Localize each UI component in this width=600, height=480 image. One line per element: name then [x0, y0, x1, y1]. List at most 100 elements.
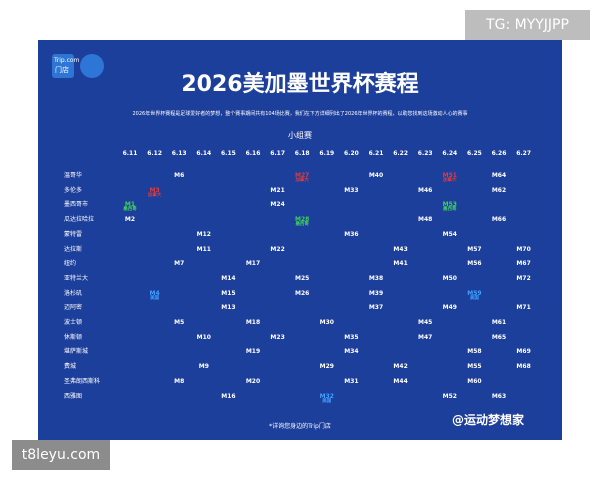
match: M67	[516, 260, 531, 268]
match: M43	[393, 245, 408, 253]
title: 2026美加墨世界杯赛程	[181, 72, 419, 97]
match: M15	[221, 289, 236, 297]
match: M44	[393, 377, 408, 385]
match: M70	[516, 245, 531, 253]
date-header: 6.24	[442, 150, 458, 157]
match: M57	[467, 245, 482, 253]
match: M63	[491, 392, 507, 400]
match: M65	[491, 333, 507, 341]
city: 多伦多	[64, 186, 83, 194]
match: M6	[174, 172, 185, 179]
team: 墨西哥	[443, 207, 457, 213]
match: M51	[442, 172, 457, 179]
date-header: 6.23	[417, 150, 433, 157]
logo-sub: 门店	[55, 66, 69, 74]
match: M10	[196, 333, 211, 341]
city: 达拉斯	[64, 245, 83, 253]
match: M29	[319, 363, 334, 371]
team: 加拿大	[443, 178, 457, 183]
city: 西雅图	[64, 392, 83, 400]
match: M46	[418, 186, 433, 194]
match: M33	[344, 186, 359, 194]
logo-box: Trip.com 门店	[52, 54, 79, 78]
match: M50	[442, 274, 457, 282]
date-header: 6.12	[147, 150, 162, 157]
date-header: 6.25	[466, 150, 482, 157]
match: M13	[221, 304, 236, 312]
watermark-top: TG: MYYJJPP	[465, 10, 590, 40]
city: 温哥华	[64, 172, 83, 179]
match: M2	[124, 216, 136, 224]
match: M66	[491, 216, 507, 224]
match: M4	[149, 289, 160, 297]
match: M21	[270, 186, 285, 194]
city: 堪萨斯城	[64, 348, 89, 356]
match: M69	[516, 348, 531, 356]
team: 墨西哥	[295, 222, 309, 228]
match: M55	[467, 363, 482, 371]
city: 圣弗朗西斯科	[64, 377, 101, 385]
match: M19	[245, 348, 261, 356]
team: 加拿大	[147, 192, 162, 198]
date-header: 6.18	[294, 150, 310, 157]
match: M17	[245, 260, 261, 268]
logo: Trip.com	[54, 57, 80, 64]
match: M49	[442, 304, 457, 312]
date-header: 6.26	[491, 150, 507, 157]
poster: Trip.com 门店 2026美加墨世界杯赛程 2026年世界杯赛程是足球爱好…	[38, 40, 562, 440]
match: M53	[442, 201, 457, 209]
match: M42	[393, 363, 408, 371]
match: M3	[149, 186, 160, 194]
match: M25	[295, 274, 310, 282]
match: M9	[198, 363, 209, 371]
match: M68	[516, 363, 531, 371]
match: M14	[221, 274, 236, 282]
match: M30	[319, 319, 334, 326]
match: M12	[196, 230, 211, 238]
team: 美国	[150, 295, 160, 301]
date-header: 6.20	[343, 150, 359, 157]
match: M38	[368, 274, 384, 282]
date-header: 6.11	[122, 150, 138, 157]
match: M54	[442, 230, 457, 238]
match: M71	[516, 304, 531, 312]
subtitle: 2026年世界杯赛程是足球爱好者的梦想，整个赛事期间共有104场比赛，我们在下方…	[132, 111, 468, 117]
match: M40	[368, 172, 384, 179]
city: 蒙特雷	[64, 230, 83, 238]
match: M16	[221, 392, 236, 400]
match: M32	[319, 392, 334, 400]
match: M45	[418, 319, 433, 326]
match: M39	[368, 289, 384, 297]
match: M18	[245, 319, 261, 326]
stage: 小组赛	[288, 131, 312, 140]
city: 洛杉矶	[64, 289, 83, 297]
match: M41	[393, 260, 408, 268]
match: M27	[295, 172, 310, 179]
match: M61	[491, 319, 507, 326]
team: 加拿大	[295, 178, 309, 183]
match: M11	[196, 245, 211, 253]
match: M64	[491, 172, 507, 179]
city: 亚特兰大	[64, 274, 89, 282]
date-header: 6.19	[319, 150, 335, 157]
date-header: 6.27	[516, 150, 531, 157]
team: 美国	[322, 398, 332, 404]
match: M8	[174, 377, 185, 385]
match: M7	[174, 260, 185, 268]
city: 休斯顿	[64, 333, 83, 341]
match: M23	[270, 333, 285, 341]
date-header: 6.16	[245, 150, 261, 157]
city: 费城	[64, 363, 77, 371]
match: M20	[245, 377, 261, 385]
match: M5	[174, 319, 185, 326]
city: 瓜达拉哈拉	[64, 216, 95, 224]
date-header: 6.17	[270, 150, 285, 157]
city: 波士顿	[64, 319, 83, 326]
team: 墨西哥	[123, 207, 137, 213]
logo-icon	[80, 54, 104, 78]
match: M35	[344, 333, 359, 341]
match: M26	[295, 289, 310, 297]
match: M37	[368, 304, 384, 312]
match: M36	[344, 230, 359, 238]
